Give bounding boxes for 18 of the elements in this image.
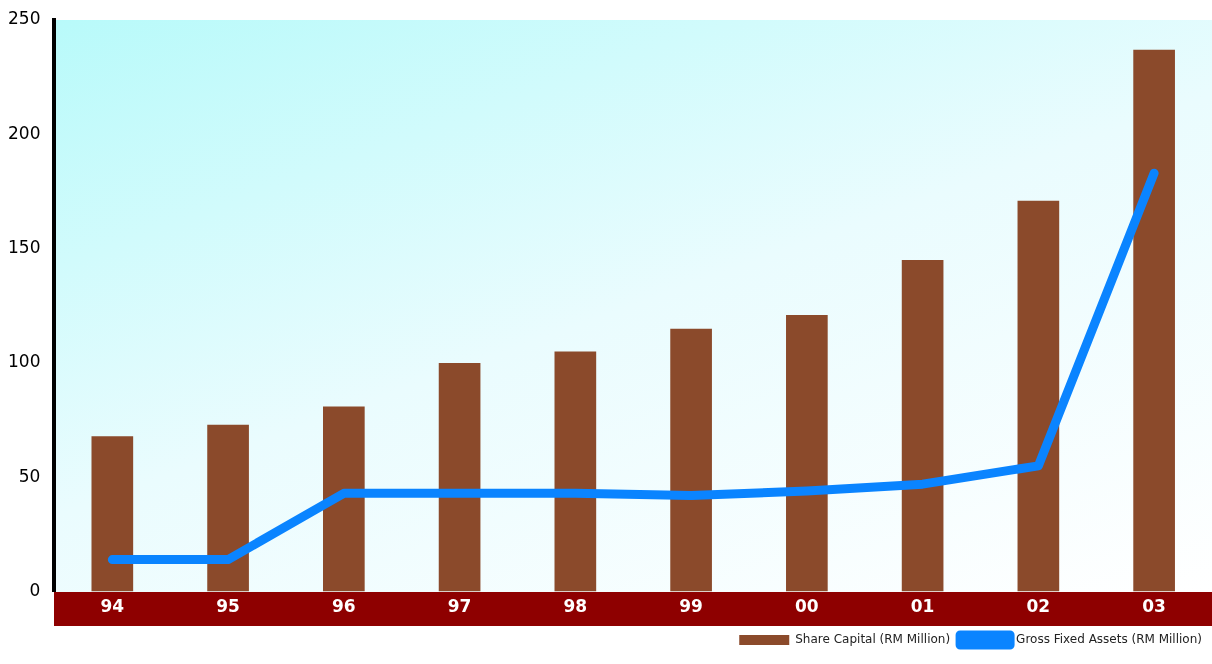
x-tick-label: 01 <box>910 596 935 617</box>
x-tick-label: 00 <box>795 596 819 617</box>
x-tick-label: 94 <box>100 596 125 617</box>
x-tick-label: 99 <box>679 596 703 617</box>
y-tick-label: 100 <box>7 351 41 372</box>
y-tick-label: 150 <box>7 237 41 258</box>
x-tick-label: 96 <box>332 596 356 617</box>
legend-label: Gross Fixed Assets (RM Million) <box>1016 632 1203 647</box>
y-tick-label: 0 <box>29 580 41 601</box>
y-tick-label: 200 <box>7 122 41 143</box>
y-tick-label: 50 <box>18 465 41 486</box>
x-tick-label: 02 <box>1026 596 1051 617</box>
legend-label: Share Capital (RM Million) <box>795 632 951 647</box>
x-tick-label: 03 <box>1142 596 1166 617</box>
x-tick-label: 97 <box>447 596 472 617</box>
x-tick-label: 98 <box>563 596 588 617</box>
y-tick-label: 250 <box>7 8 41 29</box>
x-tick-label: 95 <box>216 596 240 617</box>
